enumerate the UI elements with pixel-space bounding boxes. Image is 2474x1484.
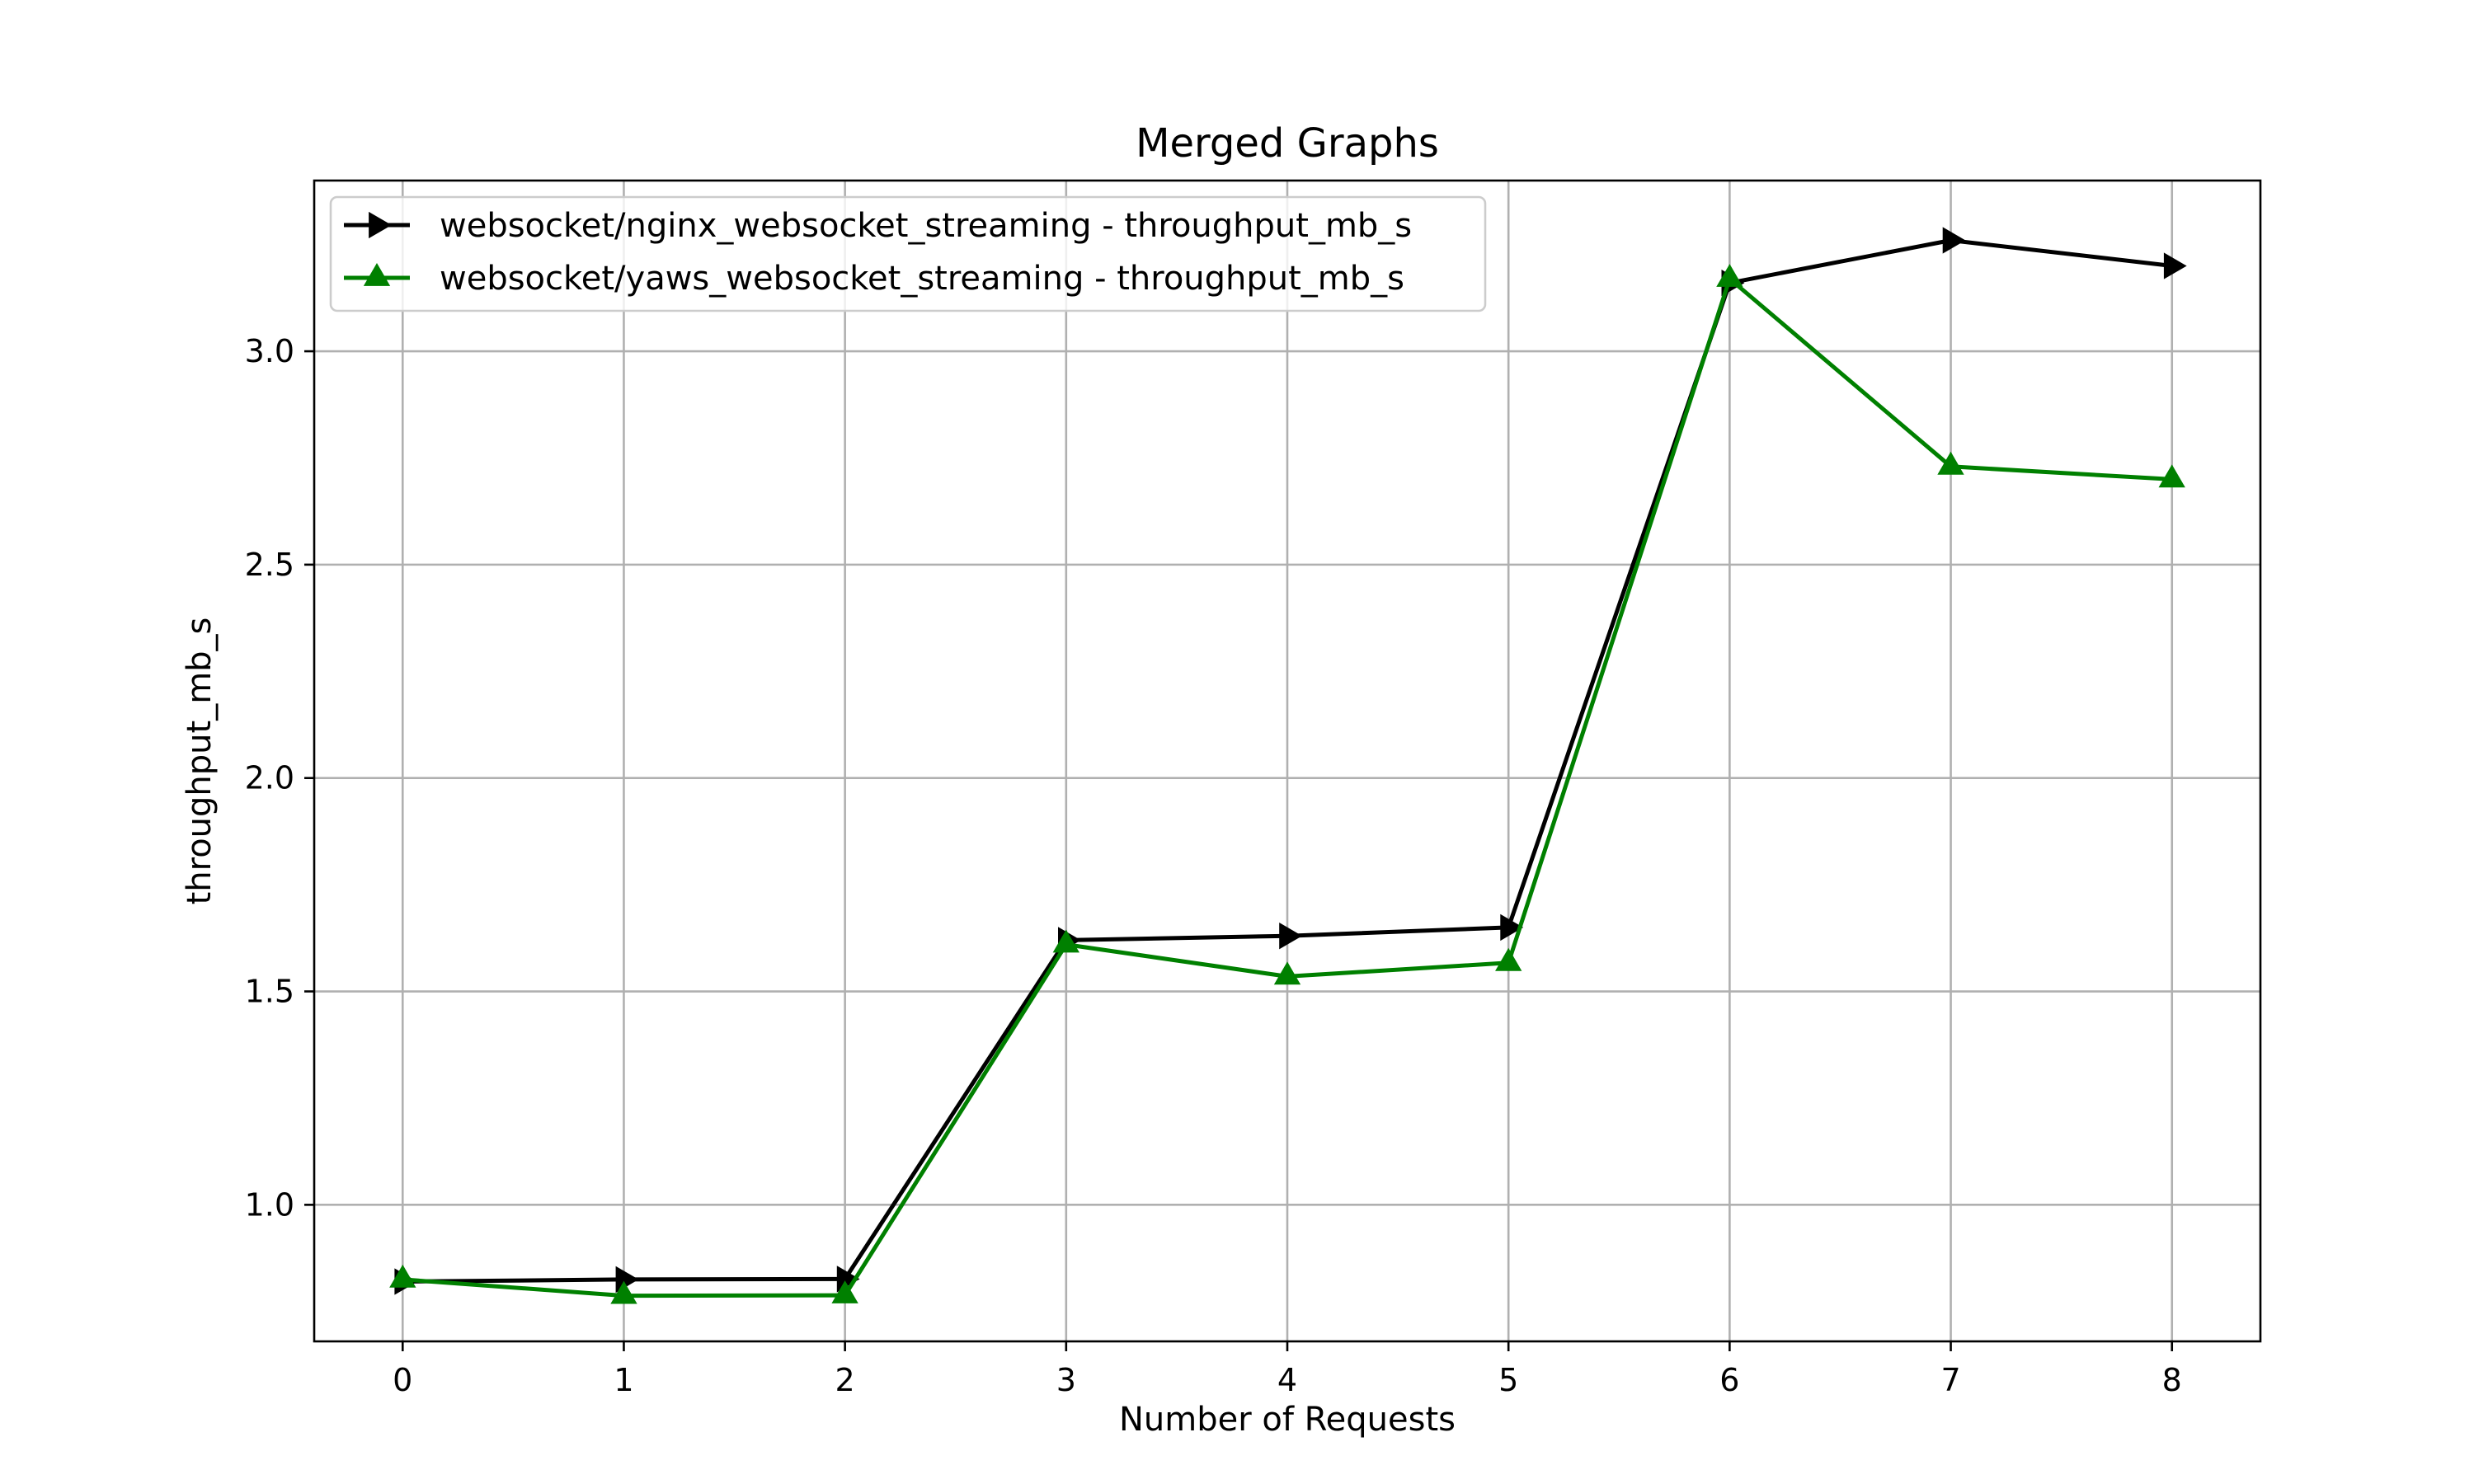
legend: websocket/nginx_websocket_streaming - th… [329, 195, 1487, 312]
legend-marker-swatch [363, 263, 391, 286]
series-1 [389, 264, 2185, 1304]
x-tick-label: 3 [1056, 1362, 1076, 1398]
y-axis-ticks: 1.0 1.5 2.0 2.5 3.0 [245, 333, 314, 1223]
data-point-marker [610, 1280, 637, 1304]
x-tick-label: 8 [2162, 1362, 2182, 1398]
x-axis-label: Number of Requests [1119, 1401, 1456, 1439]
data-point-marker [1716, 264, 1743, 287]
grid-lines [314, 181, 2260, 1341]
legend-label: websocket/nginx_websocket_streaming - th… [440, 207, 1412, 245]
x-tick-label: 7 [1940, 1362, 1960, 1398]
series-layer [389, 227, 2187, 1304]
legend-box [329, 195, 1487, 312]
x-tick-label: 0 [393, 1362, 412, 1398]
y-tick-label: 1.5 [245, 974, 294, 1010]
y-tick-label: 3.0 [245, 333, 294, 369]
x-tick-label: 2 [835, 1362, 855, 1398]
data-point-marker [1500, 913, 1524, 942]
chart-title: Merged Graphs [1136, 120, 1439, 167]
data-point-marker [831, 1280, 858, 1303]
data-point-marker [1052, 929, 1079, 953]
data-point-marker [389, 1264, 416, 1288]
legend-item: websocket/nginx_websocket_streaming - th… [344, 207, 1412, 245]
legend-item: websocket/yaws_websocket_streaming - thr… [344, 260, 1404, 298]
y-tick-label: 1.0 [245, 1186, 294, 1223]
data-point-marker [2158, 464, 2185, 488]
data-point-marker [1279, 923, 1302, 950]
data-point-marker [1495, 947, 1522, 971]
legend-label: websocket/yaws_websocket_streaming - thr… [440, 260, 1404, 298]
y-tick-label: 2.5 [245, 547, 294, 583]
legend-marker-swatch [369, 211, 392, 239]
x-tick-label: 6 [1719, 1362, 1739, 1398]
x-tick-label: 1 [614, 1362, 633, 1398]
y-tick-label: 2.0 [245, 760, 294, 796]
data-point-marker [2163, 252, 2187, 279]
x-axis-ticks: 0 1 2 3 4 5 6 7 8 [393, 1341, 2182, 1398]
data-point-marker [1937, 451, 1964, 475]
data-point-marker [1942, 227, 1966, 254]
data-point-marker [1273, 961, 1301, 985]
x-tick-label: 4 [1277, 1362, 1297, 1398]
y-axis-label: throughput_mb_s [181, 618, 219, 905]
x-tick-label: 5 [1498, 1362, 1518, 1398]
